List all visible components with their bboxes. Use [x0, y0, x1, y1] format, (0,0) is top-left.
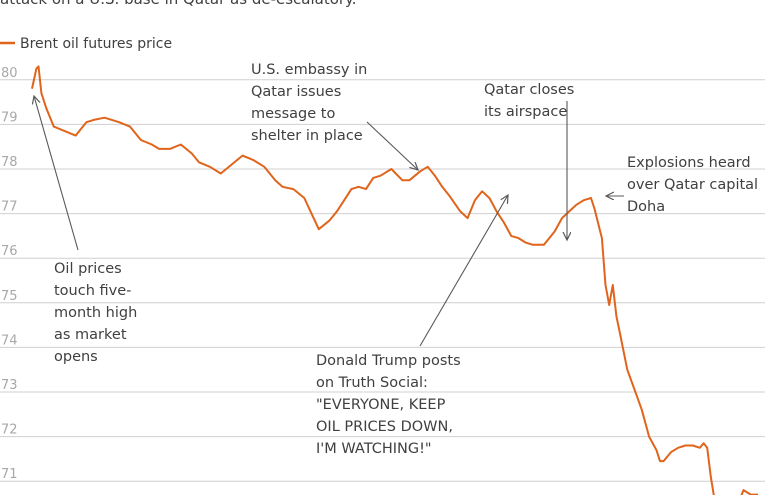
- ann-explosions-line-1: Explosions heard: [627, 155, 751, 171]
- y-tick-label-74: 74: [1, 333, 18, 348]
- ann-explosions-line-3: Doha: [627, 199, 665, 215]
- header-fragment: attack on a U.S. base in Qatar as de-esc…: [0, 0, 357, 8]
- arrow-open: [34, 96, 79, 251]
- ann-open-line-4: as market: [54, 327, 127, 343]
- ann-trump-line-4: OIL PRICES DOWN,: [316, 419, 453, 435]
- y-tick-label-77: 77: [1, 200, 18, 215]
- legend-label: Brent oil futures price: [20, 36, 172, 52]
- ann-open-line-1: Oil prices: [54, 261, 122, 277]
- ann-trump-line-5: I'M WATCHING!": [316, 441, 432, 457]
- y-tick-label-78: 78: [1, 155, 18, 170]
- y-tick-label-72: 72: [1, 423, 18, 438]
- ann-airspace-line-2: its airspace: [484, 104, 567, 120]
- y-tick-label-79: 79: [1, 110, 18, 125]
- ann-embassy-line-2: Qatar issues: [251, 84, 341, 100]
- arrow-trump: [419, 195, 508, 347]
- y-tick-label-80: 80: [1, 66, 18, 81]
- y-tick-label-73: 73: [1, 378, 18, 393]
- arrow-embassy: [366, 121, 418, 170]
- ann-airspace-line-1: Qatar closes: [484, 82, 574, 98]
- y-tick-label-76: 76: [1, 244, 18, 259]
- ann-trump-line-3: "EVERYONE, KEEP: [316, 397, 446, 413]
- ann-embassy-line-1: U.S. embassy in: [251, 62, 367, 78]
- ann-open-line-2: touch five-: [54, 283, 131, 299]
- ann-trump-line-2: on Truth Social:: [316, 375, 428, 391]
- ann-embassy-line-3: message to: [251, 106, 335, 122]
- ann-trump-line-1: Donald Trump posts: [316, 353, 461, 369]
- ann-open-line-5: opens: [54, 349, 98, 365]
- ann-explosions-line-2: over Qatar capital: [627, 177, 758, 193]
- y-tick-label-75: 75: [1, 289, 18, 304]
- series-line-brent: [31, 65, 758, 495]
- ann-embassy-line-4: shelter in place: [251, 128, 363, 144]
- ann-open-line-3: month high: [54, 305, 137, 321]
- y-tick-label-71: 71: [1, 467, 18, 482]
